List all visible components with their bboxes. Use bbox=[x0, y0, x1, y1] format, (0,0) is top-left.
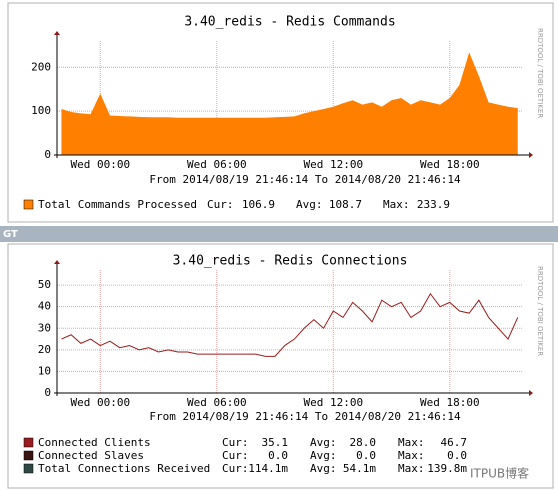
legend-stat-label: Max: bbox=[383, 198, 410, 211]
y-tick-label: 20 bbox=[38, 343, 51, 356]
chart-subtitle: From 2014/08/19 21:46:14 To 2014/08/20 2… bbox=[149, 173, 461, 186]
watermark: ITPUB博客 bbox=[470, 466, 529, 481]
legend-swatch bbox=[23, 450, 34, 461]
y-tick-label: 50 bbox=[38, 278, 51, 291]
legend-label: Connected Slaves bbox=[38, 449, 144, 462]
legend-stat-label: Cur: bbox=[222, 436, 249, 449]
legend-swatch bbox=[23, 437, 34, 448]
legend-stat-value: 0.0 bbox=[356, 449, 376, 462]
legend-stat-label: Avg: bbox=[310, 462, 337, 475]
legend-stat-label: Cur: bbox=[222, 462, 249, 475]
legend-stat-value: 114.1m bbox=[248, 462, 288, 475]
y-tick-label: 10 bbox=[38, 364, 51, 377]
chart-title: 3.40_redis - Redis Commands bbox=[184, 15, 395, 30]
legend-stat-value: 35.1 bbox=[262, 436, 289, 449]
section-label: GT bbox=[3, 229, 18, 240]
legend-stat-label: Max: bbox=[398, 449, 425, 462]
legend-stat-value: 28.0 bbox=[350, 436, 377, 449]
y-tick-label: 0 bbox=[44, 386, 51, 399]
section-bar bbox=[0, 226, 558, 242]
legend-stat-value: 46.7 bbox=[441, 436, 468, 449]
legend-stat-value: 139.8m bbox=[427, 462, 467, 475]
legend-stat-value: 54.1m bbox=[343, 462, 376, 475]
x-tick-label: Wed 18:00 bbox=[420, 158, 480, 171]
legend-stat-value: 0.0 bbox=[268, 449, 288, 462]
legend-stat-label: Avg: bbox=[310, 436, 337, 449]
chart-subtitle: From 2014/08/19 21:46:14 To 2014/08/20 2… bbox=[149, 410, 461, 423]
panel bbox=[7, 243, 554, 489]
x-tick-label: Wed 00:00 bbox=[70, 396, 130, 409]
y-tick-label: 100 bbox=[31, 104, 51, 117]
x-tick-label: Wed 12:00 bbox=[303, 158, 363, 171]
x-axis-arrow bbox=[529, 152, 533, 158]
chart-title: 3.40_redis - Redis Connections bbox=[173, 254, 408, 269]
y-tick-label: 40 bbox=[38, 300, 51, 313]
line bbox=[61, 292, 519, 357]
x-tick-label: Wed 18:00 bbox=[420, 396, 480, 409]
legend-stat-label: Avg: bbox=[310, 449, 337, 462]
legend-label: Total Commands Processed bbox=[38, 198, 197, 211]
x-tick-label: Wed 06:00 bbox=[187, 158, 247, 171]
legend-stat-value: 106.9 bbox=[242, 198, 275, 211]
x-tick-label: Wed 06:00 bbox=[187, 396, 247, 409]
y-axis-arrow bbox=[54, 260, 60, 264]
area bbox=[61, 52, 518, 155]
legend-swatch bbox=[23, 463, 34, 474]
legend-label: Connected Clients bbox=[38, 436, 151, 449]
x-tick-label: Wed 12:00 bbox=[303, 396, 363, 409]
y-axis-arrow bbox=[54, 31, 60, 35]
legend-stat-value: 233.9 bbox=[417, 198, 450, 211]
legend-stat-label: Avg: bbox=[296, 198, 323, 211]
legend-stat-value: 0.0 bbox=[447, 449, 467, 462]
legend-label: Total Connections Received bbox=[38, 462, 210, 475]
x-axis-arrow bbox=[529, 390, 533, 396]
legend-swatch bbox=[23, 199, 34, 210]
x-tick-label: Wed 00:00 bbox=[70, 158, 130, 171]
legend-stat-value: 108.7 bbox=[329, 198, 362, 211]
legend-stat-label: Max: bbox=[398, 462, 425, 475]
legend-stat-label: Cur: bbox=[222, 449, 249, 462]
legend-stat-label: Max: bbox=[398, 436, 425, 449]
rrd-credit: RRDTOOL / TOBI OETIKER bbox=[536, 266, 544, 356]
y-tick-label: 0 bbox=[44, 148, 51, 161]
y-tick-label: 30 bbox=[38, 321, 51, 334]
rrd-credit: RRDTOOL / TOBI OETIKER bbox=[536, 28, 544, 118]
y-tick-label: 200 bbox=[31, 60, 51, 73]
legend-stat-label: Cur: bbox=[207, 198, 234, 211]
